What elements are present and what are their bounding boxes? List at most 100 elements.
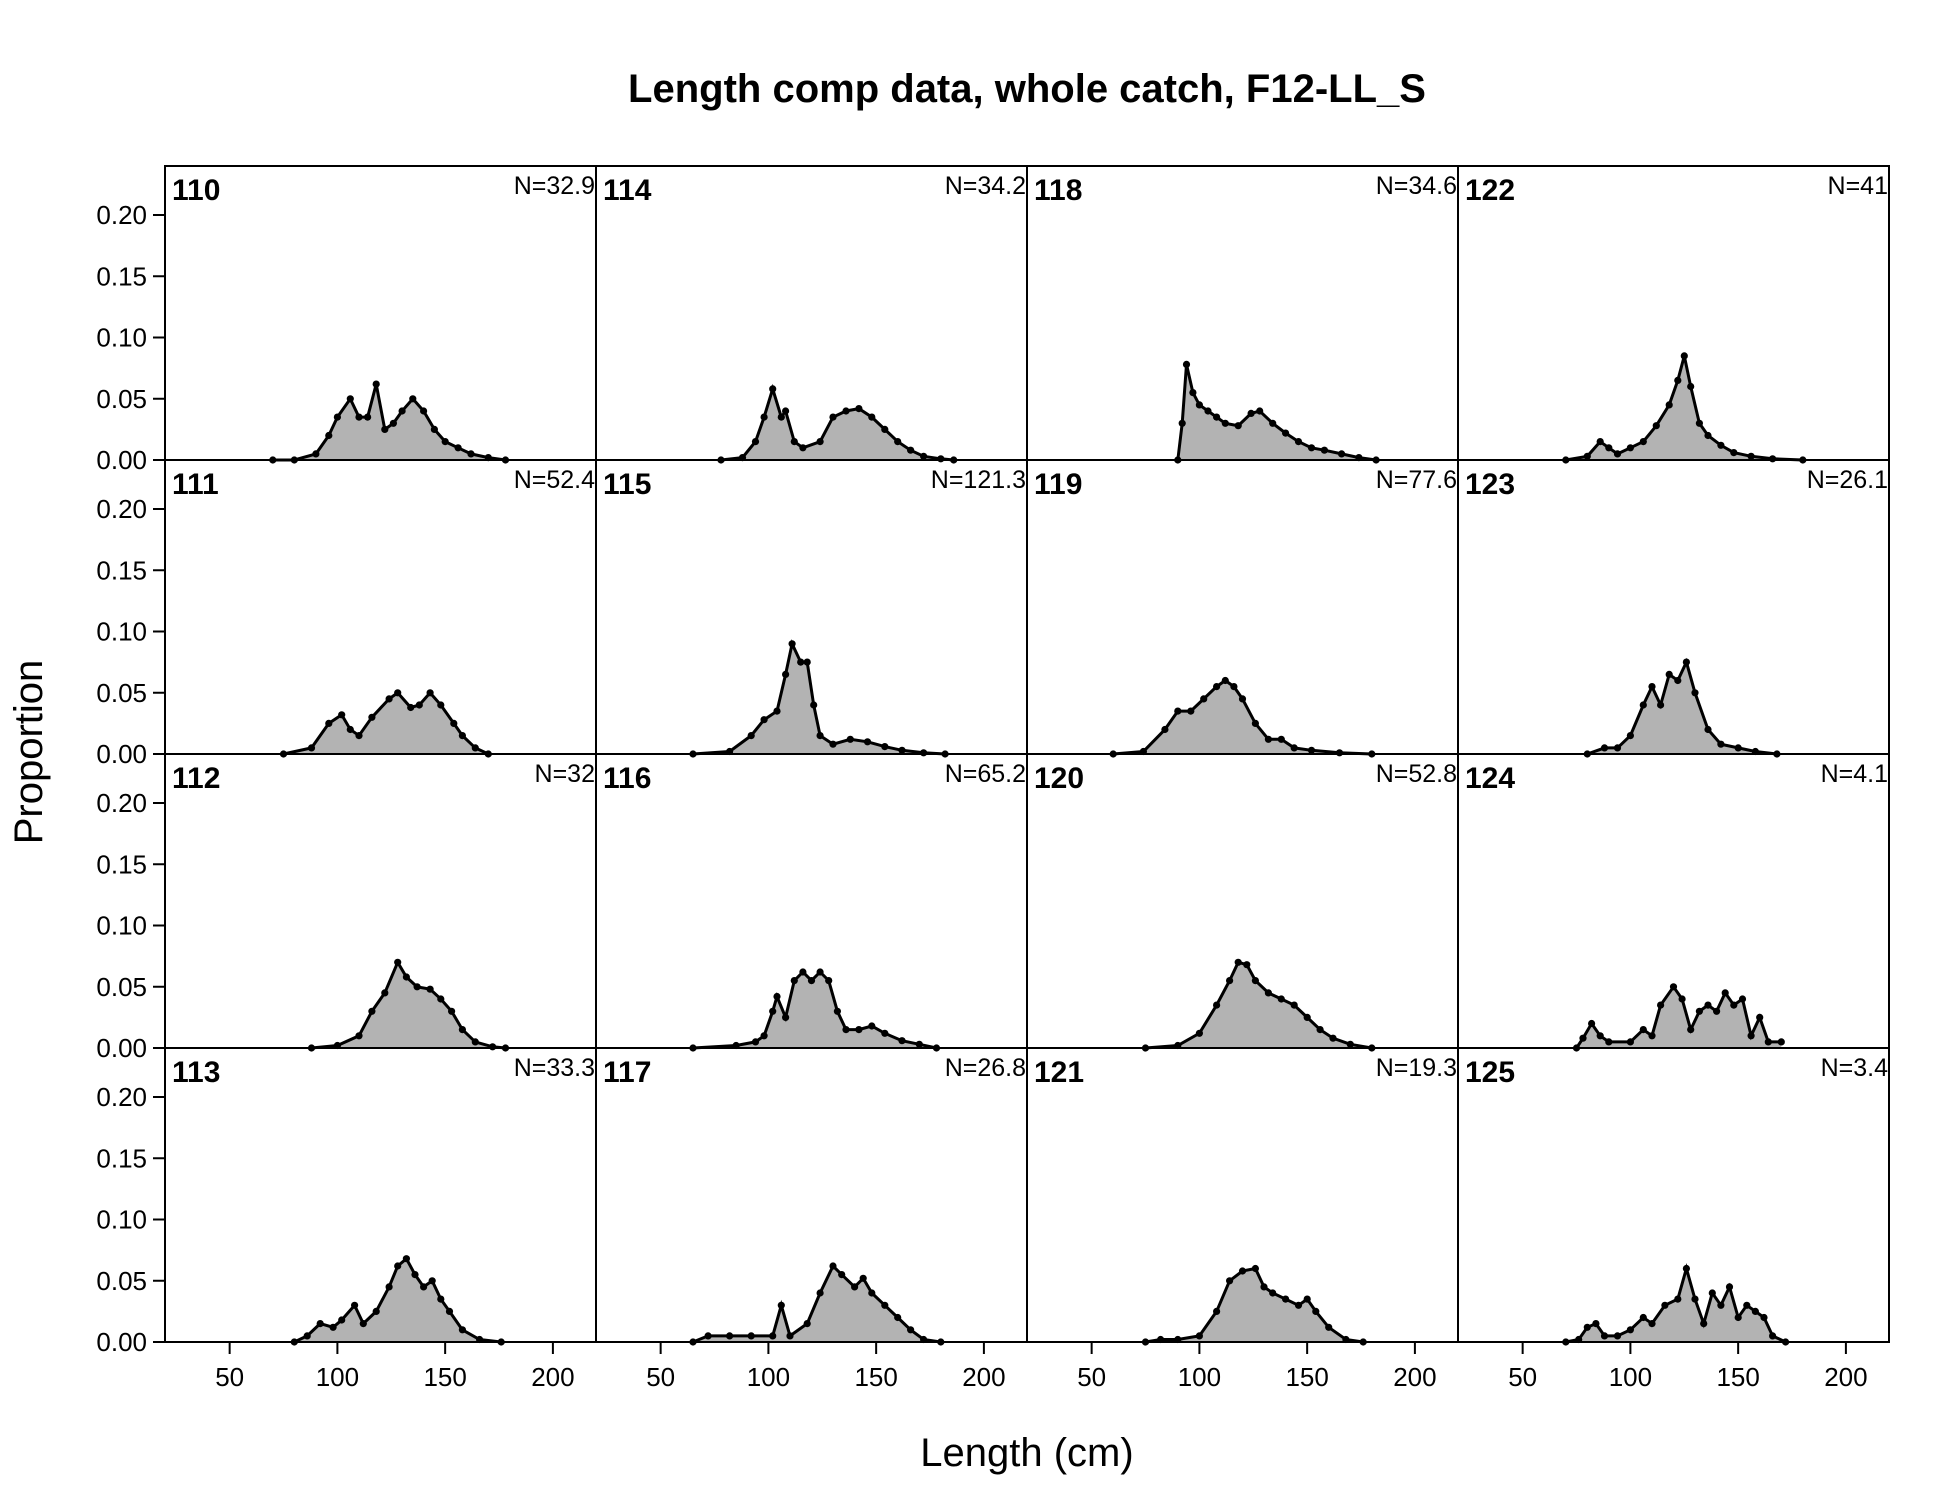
data-point	[1592, 1320, 1600, 1328]
data-point	[1187, 707, 1195, 715]
panel-sample-size: N=65.2	[945, 760, 1026, 788]
data-point	[1626, 732, 1634, 740]
data-point	[1213, 413, 1221, 421]
data-point	[409, 395, 417, 403]
panel-125: 125 N=3.4 50 100 150 200	[1457, 1047, 1890, 1392]
data-point	[1708, 1289, 1716, 1297]
data-point	[773, 992, 781, 1001]
data-point	[833, 1007, 842, 1015]
data-point	[454, 444, 462, 452]
data-point	[428, 1277, 436, 1285]
data-point	[1195, 401, 1203, 409]
data-point	[1734, 1313, 1742, 1322]
data-point	[1596, 438, 1604, 446]
data-point	[782, 407, 790, 415]
panel-112: 112 N=32 0.00 0.05 0.10 0.15 0.20	[96, 753, 597, 1063]
composition-area	[693, 972, 937, 1048]
y-tick-label: 0.15	[96, 849, 147, 879]
data-point	[1605, 444, 1613, 452]
data-point	[1700, 1320, 1708, 1328]
data-point	[1687, 382, 1695, 391]
data-point	[1329, 1034, 1337, 1042]
panel-id-label: 123	[1465, 468, 1515, 501]
data-point	[1251, 977, 1259, 985]
data-point	[769, 385, 777, 393]
panel-id-label: 125	[1465, 1056, 1515, 1089]
panel-sample-size: N=32	[535, 760, 595, 788]
data-point	[1238, 1267, 1247, 1275]
panel-id-label: 118	[1034, 174, 1082, 207]
panel-id-label: 115	[603, 468, 651, 501]
data-point	[437, 995, 445, 1003]
data-point	[1290, 1001, 1298, 1009]
data-point	[790, 977, 798, 985]
data-point	[863, 738, 872, 746]
x-tick-label: 150	[1285, 1362, 1328, 1392]
panel-sample-size: N=19.3	[1376, 1054, 1457, 1082]
data-point	[1269, 1289, 1277, 1297]
panel-sample-size: N=4.1	[1821, 760, 1888, 788]
data-point	[747, 1332, 755, 1340]
composition-area	[721, 388, 954, 460]
data-point	[471, 744, 479, 752]
data-point	[316, 1320, 324, 1328]
composition-area	[283, 692, 489, 754]
data-point	[1665, 670, 1673, 679]
composition-area	[1145, 962, 1372, 1048]
data-point	[816, 1289, 824, 1297]
data-point	[1226, 1277, 1234, 1285]
data-point	[1600, 744, 1609, 752]
data-point	[1605, 1038, 1613, 1046]
data-point	[1730, 449, 1738, 457]
data-point	[1307, 746, 1316, 754]
data-point	[1760, 1313, 1768, 1322]
data-point	[1648, 683, 1656, 691]
panel-sample-size: N=52.8	[1376, 760, 1457, 788]
panel-117: 117 N=26.8 50 100 150 200	[595, 1047, 1028, 1392]
data-point	[1680, 352, 1688, 360]
data-point	[1312, 1307, 1320, 1315]
data-point	[1682, 658, 1690, 666]
y-tick-label: 0.00	[96, 739, 147, 769]
panel-sample-size: N=34.2	[945, 172, 1026, 200]
composition-area	[311, 962, 506, 1048]
chart-title: Length comp data, whole catch, F12-LL_S	[628, 67, 1426, 111]
data-point	[769, 1332, 777, 1340]
data-point	[1613, 744, 1622, 752]
panel-id-label: 122	[1465, 174, 1515, 207]
data-point	[426, 985, 434, 993]
data-point	[777, 413, 785, 421]
data-point	[1704, 1001, 1712, 1009]
data-point	[1674, 1295, 1682, 1303]
y-tick-label: 0.10	[96, 911, 147, 941]
panel-sample-size: N=26.1	[1807, 466, 1888, 494]
data-point	[803, 658, 811, 666]
data-point	[1182, 360, 1191, 368]
data-point	[1639, 701, 1647, 709]
data-point	[782, 670, 790, 679]
data-point	[807, 977, 816, 985]
data-point	[1221, 419, 1229, 427]
data-point	[1243, 961, 1251, 969]
data-point	[1648, 1320, 1656, 1328]
data-point	[1221, 676, 1229, 685]
data-point	[1704, 725, 1712, 734]
x-tick-label: 150	[1716, 1362, 1759, 1392]
data-point	[907, 1326, 915, 1334]
x-tick-label: 50	[1508, 1362, 1537, 1392]
data-point	[394, 1262, 402, 1270]
data-point	[851, 1283, 859, 1291]
data-point	[445, 1307, 454, 1315]
data-point	[411, 1271, 419, 1279]
data-point	[790, 438, 798, 446]
x-tick-label: 50	[215, 1362, 244, 1392]
panel-sample-size: N=41	[1828, 172, 1888, 200]
panel-sample-size: N=77.6	[1376, 466, 1457, 494]
data-point	[1213, 683, 1221, 691]
data-point	[797, 658, 805, 666]
data-point	[1691, 689, 1699, 697]
data-point	[1264, 735, 1272, 743]
data-point	[1269, 419, 1277, 427]
data-point	[1678, 995, 1686, 1003]
composition-area	[1113, 680, 1372, 754]
